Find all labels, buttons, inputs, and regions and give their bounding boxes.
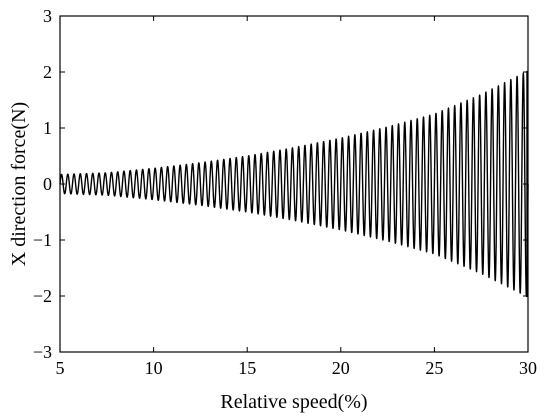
force-signal-line <box>59 72 529 297</box>
y-tick-label: −1 <box>33 230 52 250</box>
y-tick-label: −2 <box>33 286 52 306</box>
y-tick-label: −3 <box>33 342 52 362</box>
y-axis-title: X direction force(N) <box>8 102 30 266</box>
x-tick-label: 25 <box>425 358 443 378</box>
y-tick-label: 0 <box>43 174 52 194</box>
x-tick-label: 30 <box>519 358 537 378</box>
y-tick-label: 2 <box>43 62 52 82</box>
x-tick-label: 5 <box>56 358 65 378</box>
x-tick-label: 10 <box>145 358 163 378</box>
y-axis-ticks: −3 −2 −1 0 1 2 3 <box>33 6 528 362</box>
x-tick-label: 20 <box>332 358 350 378</box>
x-tick-label: 15 <box>238 358 256 378</box>
x-axis-ticks: 5 10 15 20 25 30 <box>56 16 537 378</box>
y-tick-label: 3 <box>43 6 52 26</box>
x-axis-title: Relative speed(%) <box>220 391 367 413</box>
y-tick-label: 1 <box>43 118 52 138</box>
